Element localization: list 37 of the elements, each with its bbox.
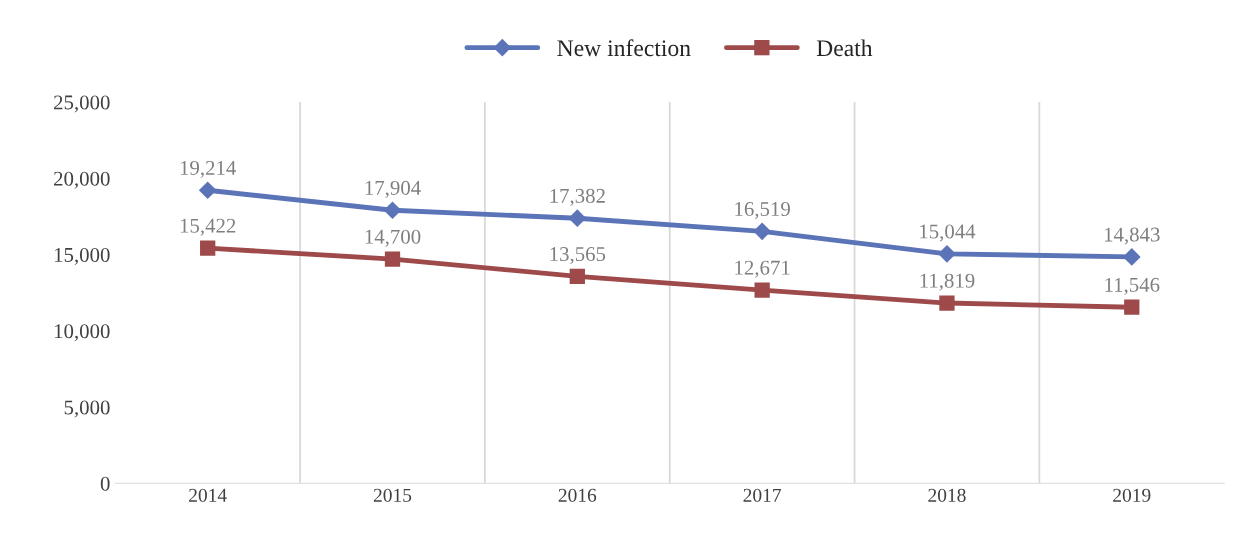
point bbox=[939, 295, 955, 311]
y-tick-label: 5,000 bbox=[64, 400, 110, 418]
point bbox=[198, 181, 217, 200]
point bbox=[568, 209, 587, 228]
data-label: 14,843 bbox=[1104, 227, 1160, 245]
point bbox=[753, 222, 771, 241]
point bbox=[384, 251, 401, 267]
y-tick-label: 20,000 bbox=[54, 171, 110, 189]
data-label: 15,044 bbox=[920, 224, 976, 242]
x-tick-label: 2015 bbox=[373, 488, 412, 502]
x-tick-label: 2017 bbox=[743, 488, 782, 502]
x-tick-label: 2016 bbox=[558, 488, 597, 502]
data-label: 17,904 bbox=[365, 180, 421, 198]
point bbox=[754, 282, 770, 298]
point bbox=[1124, 299, 1140, 315]
point bbox=[200, 240, 216, 256]
point bbox=[383, 201, 402, 220]
data-label: 16,519 bbox=[735, 202, 790, 220]
data-label: 19,214 bbox=[180, 160, 237, 178]
legend-label: Death bbox=[816, 39, 873, 57]
x-tick-label: 2018 bbox=[928, 488, 966, 502]
data-label: 17,382 bbox=[550, 188, 605, 206]
point bbox=[938, 245, 956, 263]
data-label: 13,565 bbox=[550, 247, 606, 265]
y-tick-label: 0 bbox=[100, 476, 110, 491]
data-label: 11,546 bbox=[1105, 277, 1160, 295]
data-label: 15,422 bbox=[180, 218, 236, 236]
y-tick-label: 10,000 bbox=[54, 324, 110, 342]
x-tick-label: 2019 bbox=[1113, 488, 1151, 502]
data-label: 11,819 bbox=[920, 273, 975, 291]
legend-label: New infection bbox=[557, 39, 691, 57]
data-label: 14,700 bbox=[365, 229, 421, 247]
y-tick-label: 15,000 bbox=[54, 247, 110, 265]
point bbox=[569, 268, 585, 285]
data-label: 12,671 bbox=[735, 260, 790, 278]
x-tick-label: 2014 bbox=[189, 488, 227, 502]
y-tick-label: 25,000 bbox=[54, 95, 110, 113]
